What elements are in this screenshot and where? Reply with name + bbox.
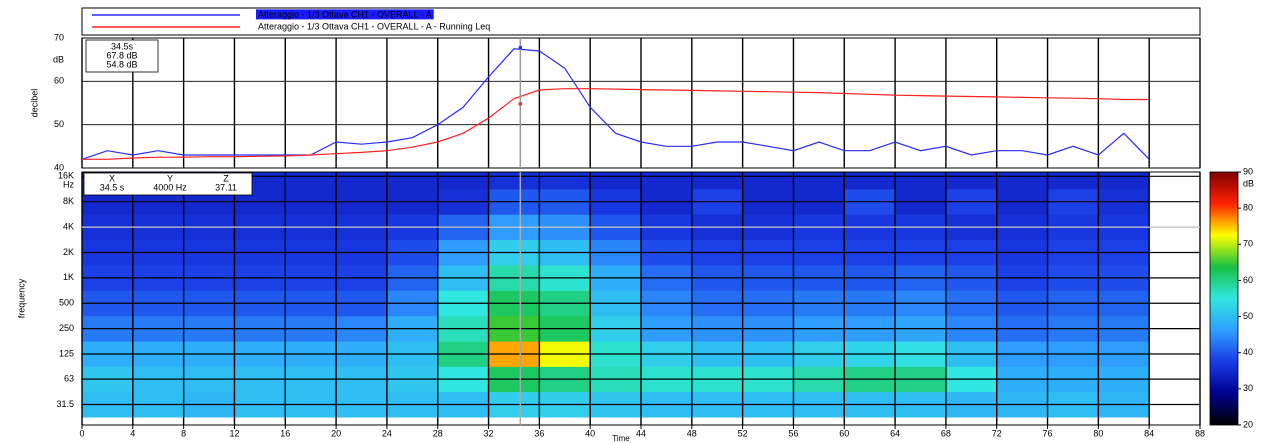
- y-axis-title: frequency: [16, 278, 26, 318]
- cursor-value: 4000 Hz: [153, 182, 187, 192]
- legend-box: [82, 8, 1200, 35]
- colorbar-tick-label: 30: [1243, 383, 1253, 393]
- x-tick-label: 4: [130, 428, 135, 438]
- y-unit: Hz: [63, 180, 74, 190]
- cursor-value: 54.8 dB: [106, 59, 137, 69]
- y-tick-label: 50: [54, 119, 64, 129]
- x-tick-label: 60: [839, 428, 849, 438]
- x-tick-label: 0: [79, 428, 84, 438]
- y-axis-title: decibel: [29, 89, 39, 118]
- x-tick-label: 20: [331, 428, 341, 438]
- screen: Atteraggio - 1/3 Ottava CH1 - OVERALL - …: [0, 0, 1272, 443]
- x-tick-label: 84: [1144, 428, 1154, 438]
- cursor-point: [519, 46, 523, 50]
- x-tick-label: 64: [890, 428, 900, 438]
- y-unit: dB: [53, 54, 64, 64]
- y-tick-label: 4K: [63, 221, 74, 231]
- x-axis-title: Time: [612, 434, 630, 443]
- x-tick-label: 68: [941, 428, 951, 438]
- cursor-value: 37.11: [215, 182, 237, 192]
- x-tick-label: 12: [229, 428, 239, 438]
- colorbar-tick-label: 40: [1243, 347, 1253, 357]
- legend-label: Atteraggio - 1/3 Ottava CH1 - OVERALL - …: [258, 9, 432, 19]
- colorbar-tick-label: 20: [1243, 419, 1253, 429]
- x-tick-label: 72: [992, 428, 1002, 438]
- x-tick-label: 8: [181, 428, 186, 438]
- y-tick-label: 8K: [63, 196, 74, 206]
- y-tick-label: 1K: [63, 272, 74, 282]
- x-tick-label: 44: [636, 428, 646, 438]
- x-tick-label: 88: [1195, 428, 1205, 438]
- x-tick-label: 24: [382, 428, 392, 438]
- legend-label: Atteraggio - 1/3 Ottava CH1 - OVERALL - …: [258, 21, 490, 31]
- colorbar-tick-label: 90: [1243, 166, 1253, 176]
- colorbar: [1210, 172, 1238, 425]
- colorbar-tick-label: 70: [1243, 239, 1253, 249]
- x-tick-label: 36: [534, 428, 544, 438]
- y-tick-label: 70: [54, 32, 64, 42]
- y-tick-label: 500: [59, 298, 74, 308]
- x-tick-label: 52: [738, 428, 748, 438]
- x-tick-label: 16: [280, 428, 290, 438]
- x-tick-label: 32: [484, 428, 494, 438]
- y-tick-label: 250: [59, 323, 74, 333]
- x-tick-label: 28: [433, 428, 443, 438]
- x-tick-label: 40: [585, 428, 595, 438]
- x-tick-label: 80: [1093, 428, 1103, 438]
- y-tick-label: 125: [59, 348, 74, 358]
- colorbar-tick-label: 80: [1243, 203, 1253, 213]
- colorbar-tick-label: 50: [1243, 311, 1253, 321]
- x-tick-label: 56: [788, 428, 798, 438]
- x-tick-label: 76: [1043, 428, 1053, 438]
- colorbar-unit: dB: [1243, 178, 1254, 188]
- x-tick-label: 48: [687, 428, 697, 438]
- y-tick-label: 63: [64, 373, 74, 383]
- cursor-point: [519, 102, 523, 106]
- cursor-value: 34.5 s: [100, 182, 125, 192]
- y-tick-label: 60: [54, 76, 64, 86]
- y-tick-label: 2K: [63, 247, 74, 257]
- colorbar-tick-label: 60: [1243, 275, 1253, 285]
- y-tick-label: 31.5: [56, 399, 74, 409]
